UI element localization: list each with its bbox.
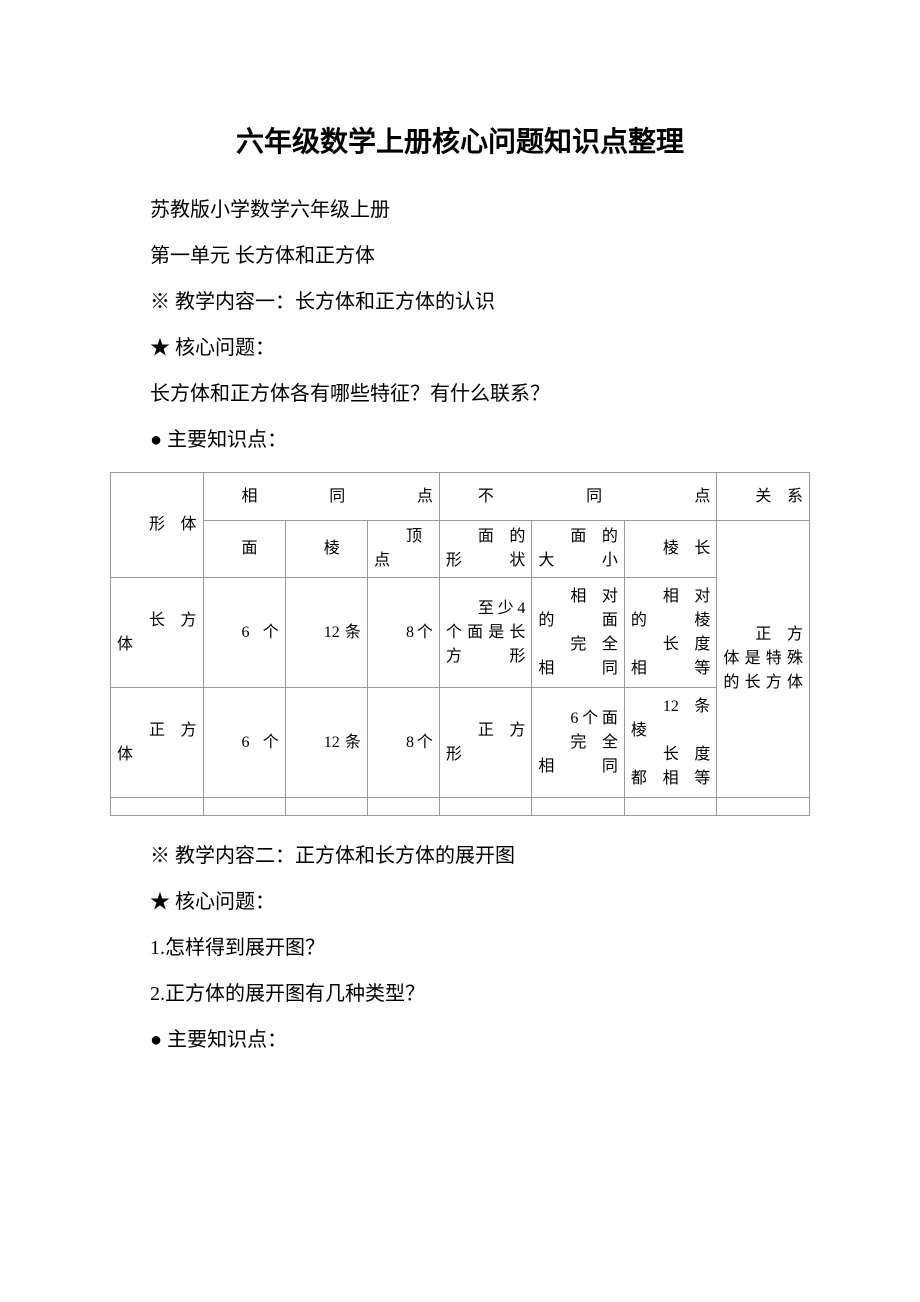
th-face-shape: 面的形状 bbox=[439, 521, 532, 578]
th-edge: 棱 bbox=[285, 521, 367, 578]
th-edge-len: 棱长 bbox=[624, 521, 717, 578]
comparison-table: 形体 相同点 不同点 关系 面 棱 顶点 面的形状 面的大小 棱长 正方体是特殊… bbox=[110, 472, 810, 816]
question-2-1: 1.怎样得到展开图？ bbox=[110, 926, 810, 970]
content-1-label: ※ 教学内容一：长方体和正方体的认识 bbox=[110, 280, 810, 324]
th-diff: 不同点 bbox=[439, 473, 717, 521]
core-question-1: 长方体和正方体各有哪些特征？有什么联系？ bbox=[110, 372, 810, 416]
td-cuboid-vertex: 8个 bbox=[367, 578, 439, 688]
table-header-row: 形体 相同点 不同点 关系 bbox=[111, 473, 810, 521]
td-cube-edgelen: 12条棱 长度都相等 bbox=[624, 688, 717, 798]
row-empty bbox=[111, 798, 810, 816]
intro-line-2: 第一单元 长方体和正方体 bbox=[110, 234, 810, 278]
td-cube-face: 6个 bbox=[203, 688, 285, 798]
table-subheader-row: 面 棱 顶点 面的形状 面的大小 棱长 正方体是特殊的长方体 bbox=[111, 521, 810, 578]
knowledge-point-label-2: ● 主要知识点： bbox=[110, 1018, 810, 1062]
row-cuboid: 长方体 6个 12条 8个 至少4个面是长方形 相对的面 完全相同 相对的棱 长… bbox=[111, 578, 810, 688]
th-relation: 关系 bbox=[717, 473, 810, 521]
td-cuboid-face: 6个 bbox=[203, 578, 285, 688]
knowledge-point-label: ● 主要知识点： bbox=[110, 418, 810, 462]
td-cube-shape: 正方体 bbox=[111, 688, 204, 798]
th-shape: 形体 bbox=[111, 473, 204, 578]
question-2-2: 2.正方体的展开图有几种类型？ bbox=[110, 972, 810, 1016]
core-question-label: ★ 核心问题： bbox=[110, 326, 810, 370]
td-cube-vertex: 8个 bbox=[367, 688, 439, 798]
core-question-label-2: ★ 核心问题： bbox=[110, 880, 810, 924]
td-cuboid-faceshape: 至少4个面是长方形 bbox=[439, 578, 532, 688]
td-cuboid-shape: 长方体 bbox=[111, 578, 204, 688]
td-relation: 正方体是特殊的长方体 bbox=[717, 521, 810, 798]
td-cube-faceshape: 正方形 bbox=[439, 688, 532, 798]
td-cube-facesize: 6个面 完全相同 bbox=[532, 688, 625, 798]
row-cube: 正方体 6个 12条 8个 正方形 6个面 完全相同 12条棱 长度都相等 bbox=[111, 688, 810, 798]
td-cuboid-facesize: 相对的面 完全相同 bbox=[532, 578, 625, 688]
th-same: 相同点 bbox=[203, 473, 439, 521]
td-cuboid-edge: 12条 bbox=[285, 578, 367, 688]
page-title: 六年级数学上册核心问题知识点整理 bbox=[110, 120, 810, 160]
td-cuboid-edgelen: 相对的棱 长度相等 bbox=[624, 578, 717, 688]
th-vertex: 顶点 bbox=[367, 521, 439, 578]
td-cube-edge: 12条 bbox=[285, 688, 367, 798]
intro-line-1: 苏教版小学数学六年级上册 bbox=[110, 188, 810, 232]
th-face: 面 bbox=[203, 521, 285, 578]
content-2-label: ※ 教学内容二：正方体和长方体的展开图 bbox=[110, 834, 810, 878]
th-face-size: 面的大小 bbox=[532, 521, 625, 578]
